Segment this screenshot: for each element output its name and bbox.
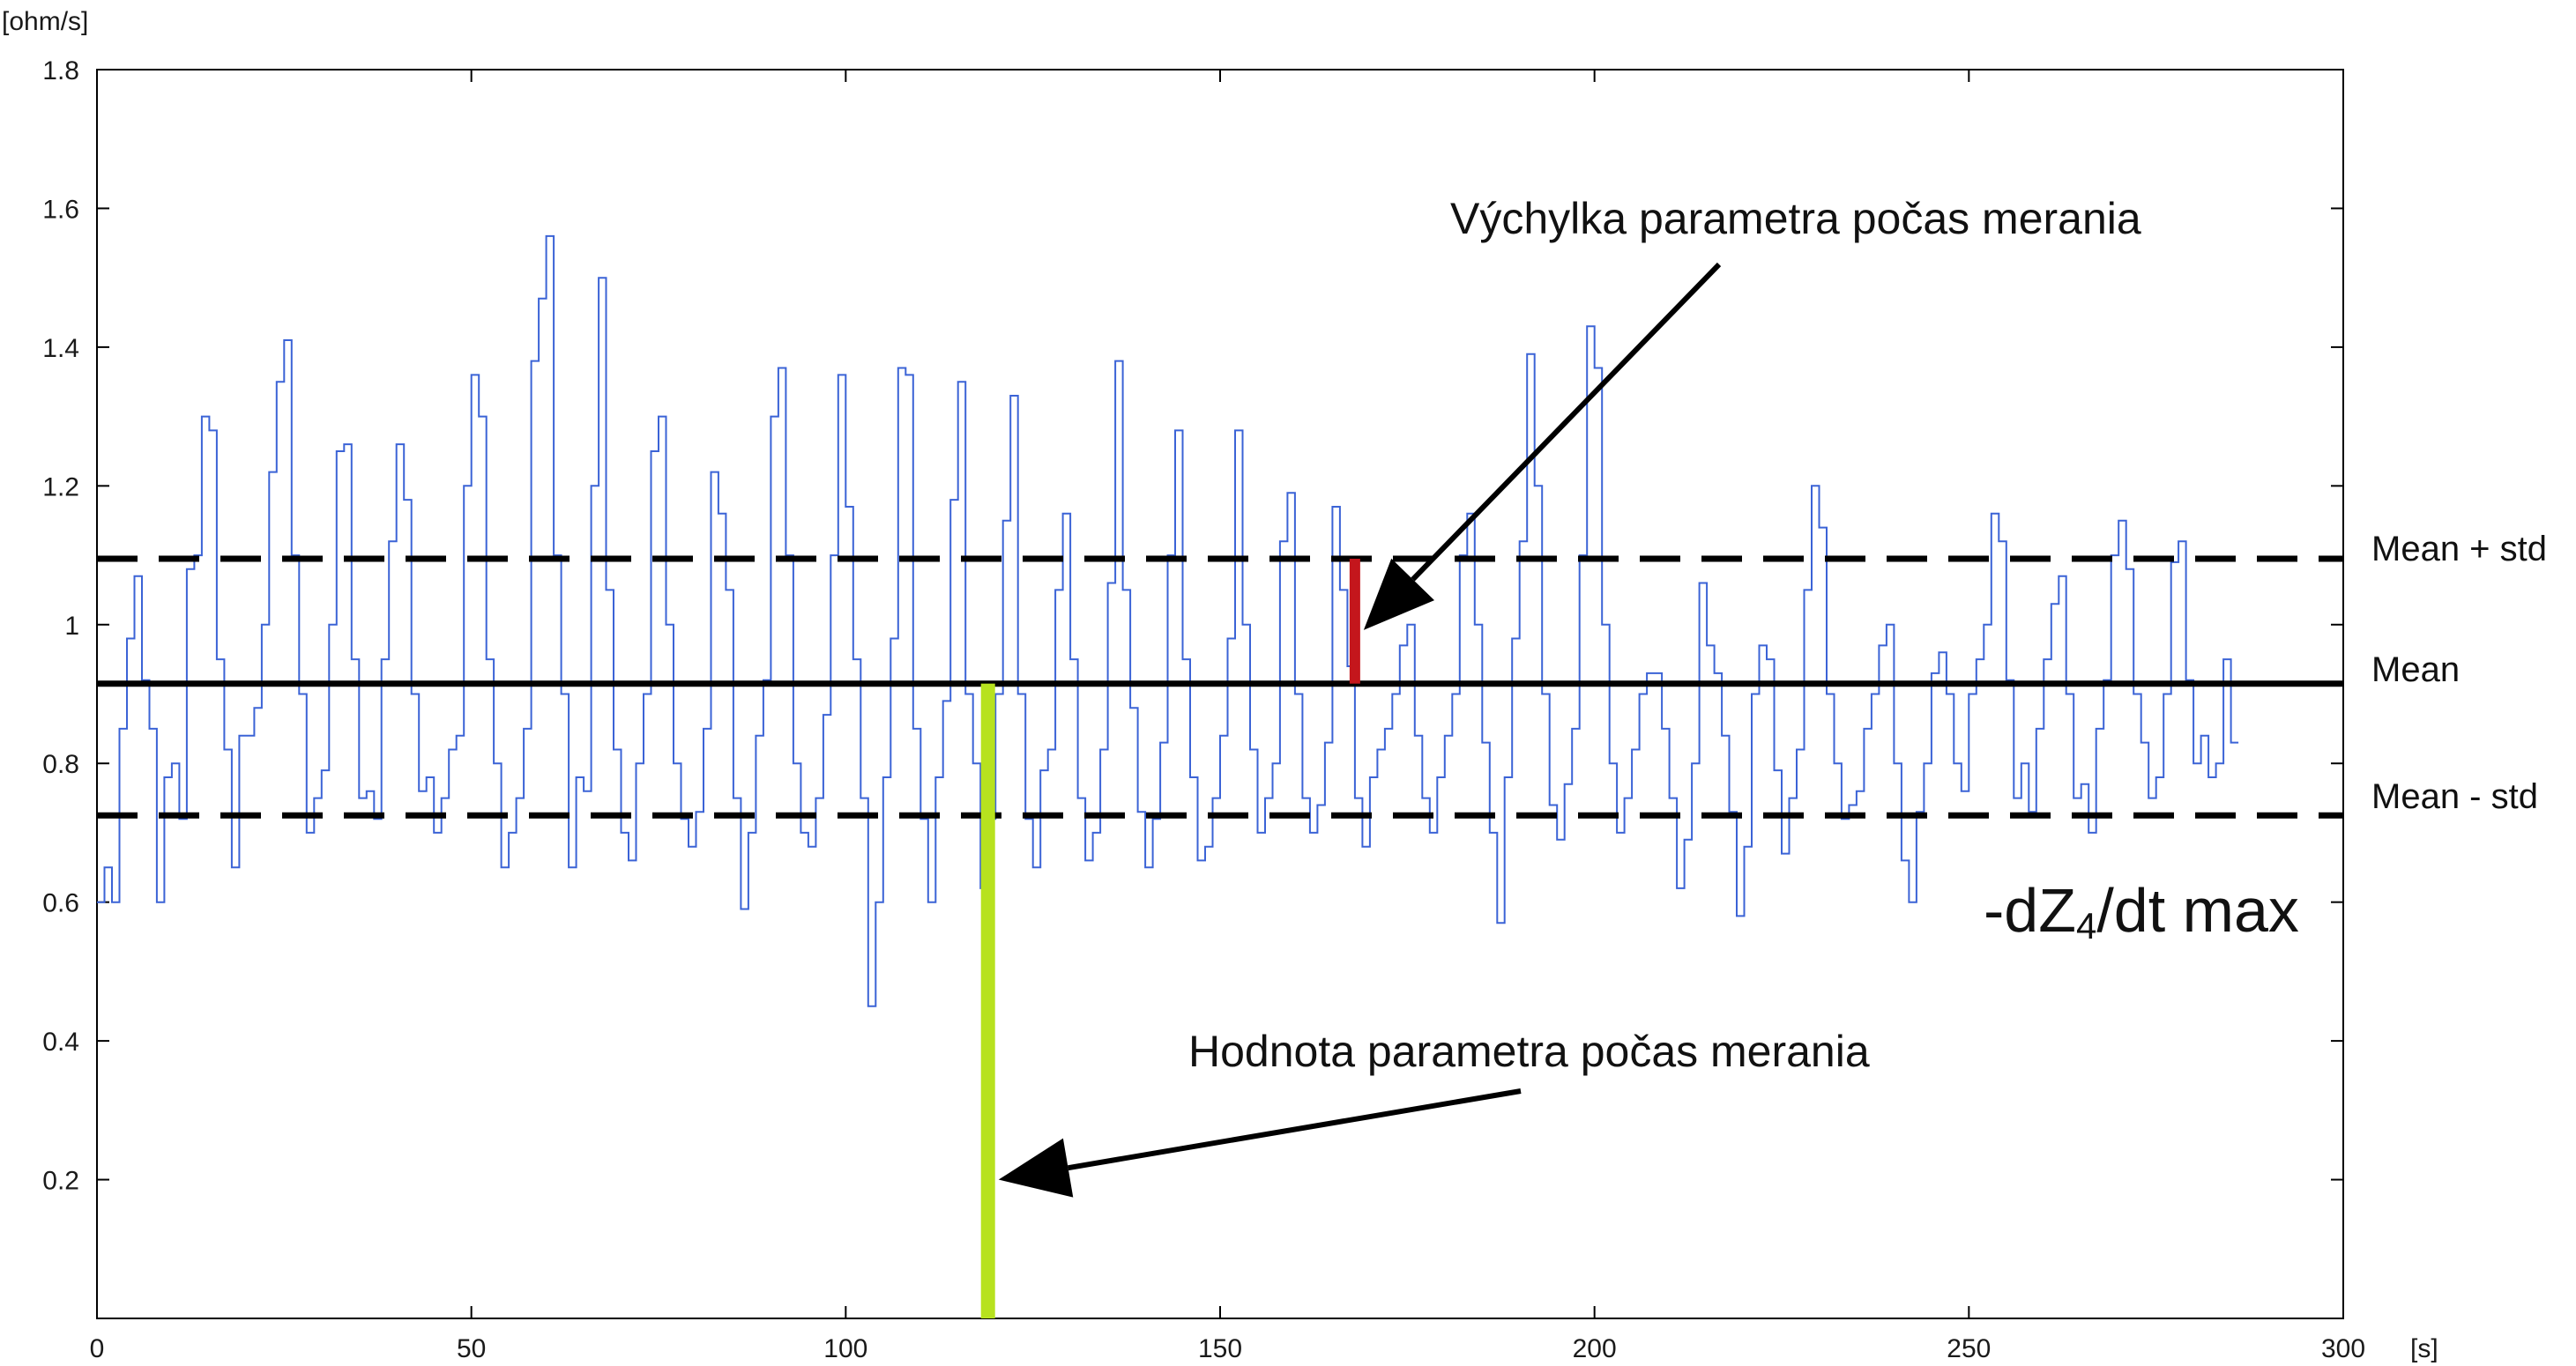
deviation-bar: [1349, 558, 1360, 684]
labels: [ohm/s] [s] Mean + std Mean Mean - std V…: [2, 7, 2547, 1363]
y-tick-label: 0.6: [42, 889, 79, 918]
axes: [96, 69, 2344, 1319]
annotation-deviation-label: Výchylka parametra počas merania: [1450, 194, 2141, 243]
annotation-value-label: Hodnota parametra počas merania: [1188, 1027, 1870, 1076]
series: [97, 234, 2239, 1007]
y-axis-label: [ohm/s]: [2, 7, 88, 36]
series-name-rest: /dt max: [2096, 876, 2299, 945]
value-bar: [980, 683, 995, 1318]
reference-lines: [97, 555, 2343, 819]
x-tick-label: 150: [1198, 1334, 1242, 1363]
ref-label-mean-plus-std: Mean + std: [2371, 530, 2547, 568]
y-tick-label: 1.2: [42, 472, 79, 501]
y-tick-label: 0.2: [42, 1167, 79, 1196]
y-tick-label: 1.6: [42, 195, 79, 224]
deviation-arrow-shaft: [1411, 262, 1722, 582]
x-tick-label: 0: [90, 1334, 105, 1363]
y-tick-label: 0.4: [42, 1028, 79, 1057]
ref-label-mean-minus-std: Mean - std: [2371, 777, 2538, 816]
plot-frame: [96, 69, 2344, 1319]
x-tick-label: 250: [1947, 1334, 1991, 1363]
x-tick-label: 200: [1573, 1334, 1617, 1363]
x-axis-label: [s]: [2410, 1334, 2438, 1363]
y-tick-label: 1: [64, 612, 79, 641]
series-name-main: -dZ: [1984, 876, 2076, 945]
y-tick-label: 0.8: [42, 750, 79, 779]
value-arrow-shaft: [1068, 1088, 1522, 1171]
ref-label-mean: Mean: [2371, 650, 2460, 689]
deviation-arrow-head: [1363, 558, 1435, 630]
x-tick-label: 50: [457, 1334, 486, 1363]
y-tick-label: 1.8: [42, 56, 79, 85]
series-name-label: -dZ4/dt max: [1984, 876, 2299, 947]
series-line: [97, 234, 2239, 1007]
x-tick-label: 100: [823, 1334, 867, 1363]
x-tick-label: 300: [2321, 1334, 2365, 1363]
annotation-arrows: [998, 262, 1722, 1198]
ticks: 0 50 100 150 200 250 300 0.2 0.4 0.6 0.8 1 1.2 1.4 1.6…: [42, 56, 2365, 1363]
y-tick-label: 1.4: [42, 334, 79, 363]
series-name-subscript: 4: [2076, 905, 2096, 947]
value-arrow-head: [998, 1138, 1074, 1198]
annotation-markers: [980, 558, 1360, 1318]
